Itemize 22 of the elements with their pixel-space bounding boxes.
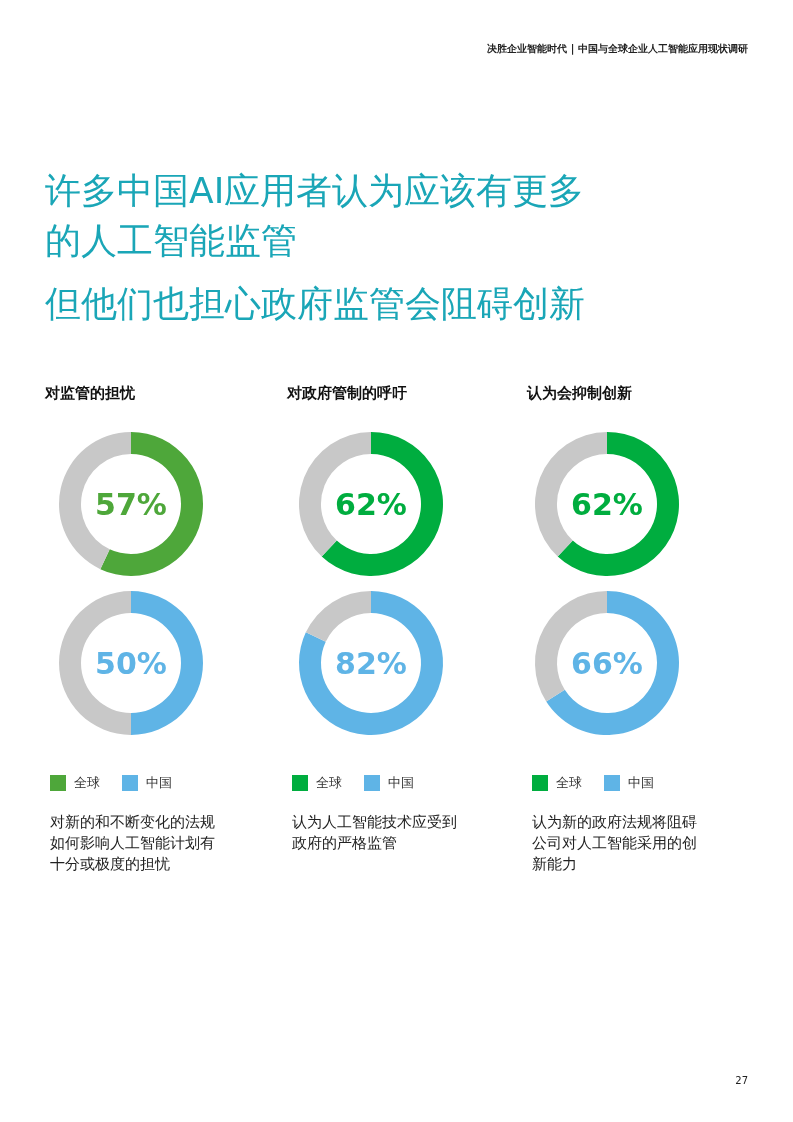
legend-label: 全球 — [556, 774, 582, 792]
caption: 对新的和不断变化的法规如何影响人工智能计划有十分或极度的担忧 — [50, 812, 215, 875]
data-label: 50% — [95, 646, 167, 681]
legend-label: 全球 — [316, 774, 342, 792]
data-label: 62% — [571, 487, 643, 522]
data-label: 57% — [95, 487, 167, 522]
legend-label: 中国 — [388, 774, 414, 792]
data-label: 62% — [335, 487, 407, 522]
caption: 认为新的政府法规将阻碍公司对人工智能采用的创新能力 — [532, 812, 697, 875]
title: 对政府管制的呼吁 — [287, 384, 407, 403]
heading2: 但他们也担心政府监管会阻碍创新 — [45, 282, 585, 326]
data-label: 66% — [571, 646, 643, 681]
caption: 认为人工智能技术应受到政府的严格监管 — [292, 812, 457, 854]
heading: 许多中国AI应用者认为应该有更多的人工智能监管 — [45, 169, 586, 263]
legend-label: 中国 — [146, 774, 172, 792]
title: 对监管的担忧 — [45, 384, 135, 403]
header: 决胜企业智能时代 | 中国与全球企业人工智能应用现状调研 — [487, 42, 748, 56]
page-number: 27 — [735, 1075, 748, 1086]
legend-label: 全球 — [74, 774, 100, 792]
title: 认为会抑制创新 — [527, 384, 632, 403]
data-label: 82% — [335, 646, 407, 681]
legend-label: 中国 — [628, 774, 654, 792]
